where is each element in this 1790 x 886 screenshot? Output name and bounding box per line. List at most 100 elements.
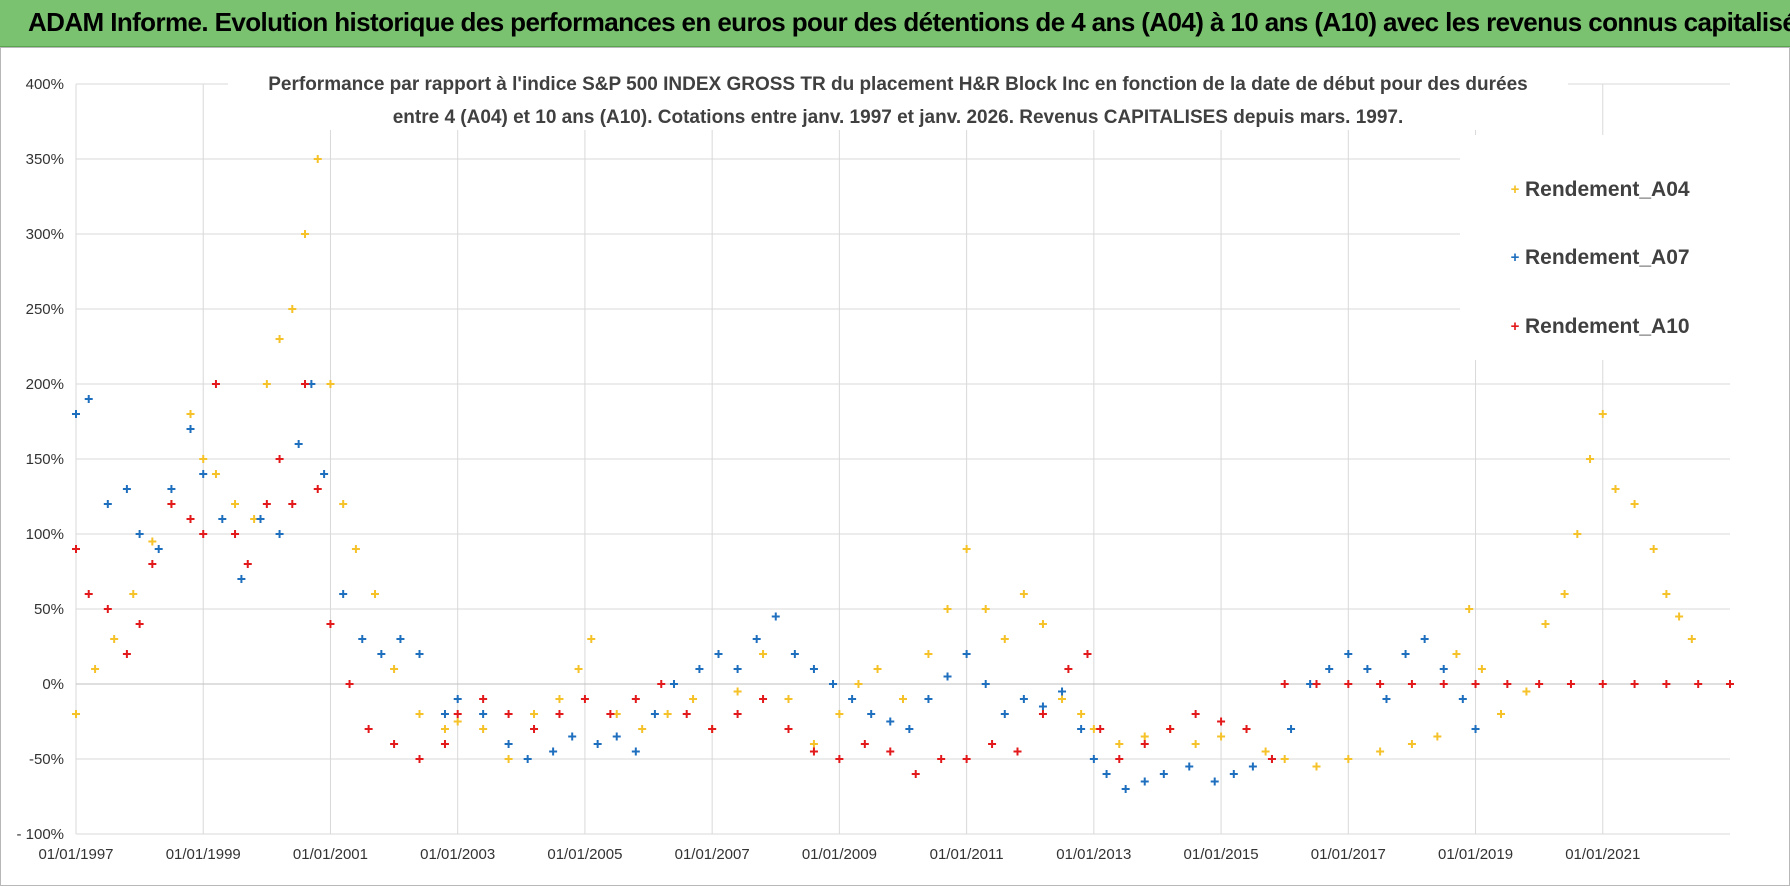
point-A04 <box>1217 732 1226 741</box>
point-A07 <box>358 635 367 643</box>
x-tick-label: 01/01/2001 <box>293 846 368 863</box>
point-A04 <box>1522 687 1531 696</box>
point-A07 <box>612 732 621 741</box>
point-A04 <box>733 687 742 696</box>
legend: + Rendement_A04 + Rendement_A07 + Rendem… <box>1460 135 1730 360</box>
point-A07 <box>440 710 449 718</box>
point-A07 <box>981 680 990 688</box>
point-A07 <box>1401 650 1410 658</box>
point-A07 <box>523 755 532 763</box>
point-A07 <box>256 515 265 523</box>
y-tick-label: 300% <box>26 226 64 243</box>
point-A04 <box>351 545 360 553</box>
point-A07 <box>695 665 704 673</box>
point-A07 <box>218 515 227 523</box>
point-A10 <box>1140 740 1149 748</box>
x-tick-label: 01/01/2015 <box>1184 846 1259 863</box>
point-A07 <box>771 612 780 621</box>
x-tick-label: 01/01/2013 <box>1056 846 1131 863</box>
point-A10 <box>135 620 144 628</box>
y-tick-label: 200% <box>26 376 64 393</box>
point-A04 <box>1675 612 1684 621</box>
point-A10 <box>148 560 157 568</box>
point-A07 <box>1458 695 1467 703</box>
point-A10 <box>962 755 971 763</box>
point-A04 <box>1312 762 1321 771</box>
point-A07 <box>1471 725 1480 733</box>
title-background <box>228 70 1568 130</box>
point-A04 <box>1038 620 1047 628</box>
point-A07 <box>72 410 80 418</box>
point-A07 <box>1159 770 1168 778</box>
point-A10 <box>1096 725 1105 733</box>
point-A07 <box>199 470 208 478</box>
point-A10 <box>733 710 742 718</box>
point-A10 <box>1083 650 1092 658</box>
point-A04 <box>759 650 768 658</box>
point-A10 <box>1662 680 1671 688</box>
point-A10 <box>784 725 793 733</box>
point-A07 <box>186 425 195 433</box>
point-A04 <box>1280 755 1289 763</box>
point-A10 <box>1115 755 1124 763</box>
x-tick-label: 01/01/2011 <box>930 846 1004 863</box>
point-A07 <box>905 725 914 733</box>
x-tick-label: 01/01/2021 <box>1565 846 1640 863</box>
point-A10 <box>1267 755 1276 763</box>
point-A10 <box>988 740 997 748</box>
point-A07 <box>593 740 602 748</box>
point-A04 <box>854 680 863 688</box>
legend-background <box>1460 135 1730 360</box>
point-A04 <box>453 717 462 726</box>
point-A07 <box>1000 710 1009 718</box>
point-A04 <box>288 305 297 313</box>
point-A10 <box>1280 680 1289 688</box>
y-tick-label: 250% <box>26 301 64 318</box>
point-A10 <box>1471 680 1480 688</box>
point-A07 <box>122 485 131 493</box>
point-A10 <box>122 650 131 658</box>
point-A04 <box>415 710 424 718</box>
y-tick-label: 50% <box>34 601 64 618</box>
point-A10 <box>580 695 589 703</box>
point-A04 <box>1140 732 1149 741</box>
x-tick-label: 01/01/2007 <box>675 846 750 863</box>
y-tick-label: -50% <box>29 751 64 768</box>
legend-marker-A10: + <box>1511 318 1520 335</box>
point-A07 <box>154 545 163 553</box>
point-A10 <box>606 710 615 718</box>
y-tick-label: 150% <box>26 451 64 468</box>
legend-label-A04: Rendement_A04 <box>1525 178 1690 201</box>
point-A04 <box>479 725 488 733</box>
point-A04 <box>370 590 379 598</box>
point-A07 <box>1210 777 1219 786</box>
point-A07 <box>1058 687 1067 696</box>
point-A04 <box>313 155 322 163</box>
point-A10 <box>199 530 208 538</box>
point-A10 <box>1503 680 1512 688</box>
point-A10 <box>288 500 297 508</box>
point-A04 <box>638 725 647 733</box>
point-A04 <box>129 590 138 598</box>
point-A07 <box>479 710 488 718</box>
series-A10 <box>72 380 1734 778</box>
point-A07 <box>377 650 386 658</box>
point-A04 <box>924 650 933 658</box>
point-A10 <box>759 695 768 703</box>
point-A04 <box>1496 710 1505 718</box>
legend-marker-A07: + <box>1511 249 1520 266</box>
point-A07 <box>669 680 678 688</box>
x-tick-label: 01/01/1997 <box>38 846 113 863</box>
point-A10 <box>657 680 666 688</box>
y-tick-label: 0% <box>42 676 64 693</box>
point-A10 <box>1694 680 1703 688</box>
point-A07 <box>1140 777 1149 786</box>
point-A04 <box>301 230 310 238</box>
point-A07 <box>809 665 818 673</box>
point-A04 <box>663 710 672 718</box>
point-A07 <box>135 530 144 538</box>
point-A10 <box>243 560 252 568</box>
point-A10 <box>211 380 220 388</box>
point-A07 <box>650 710 659 718</box>
